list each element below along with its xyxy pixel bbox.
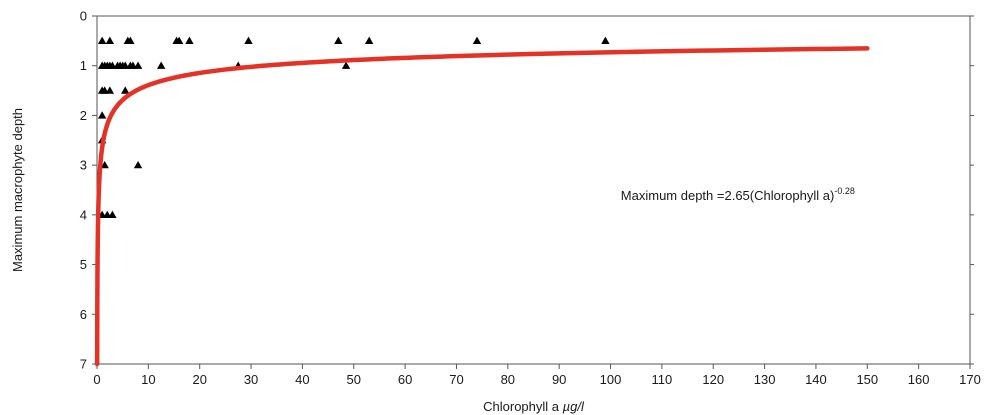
x-tick-label: 80 <box>501 372 515 387</box>
x-tick-label: 90 <box>552 372 566 387</box>
x-tick-label: 100 <box>600 372 622 387</box>
x-tick-label: 120 <box>702 372 724 387</box>
y-tick-label: 5 <box>80 257 87 272</box>
data-point <box>105 86 115 94</box>
y-tick-label: 6 <box>80 307 87 322</box>
data-points <box>97 36 610 219</box>
x-axis: 0 10 20 30 40 50 60 70 80 90 100 110 120 130 140 150 160… <box>93 364 981 387</box>
y-tick-label: 1 <box>80 58 87 73</box>
data-point <box>97 111 107 119</box>
x-tick-label: 140 <box>805 372 827 387</box>
data-point <box>156 61 166 69</box>
data-point <box>472 36 482 45</box>
x-tick-label: 40 <box>295 372 309 387</box>
data-point <box>185 36 194 45</box>
y-tick-label: 7 <box>80 357 87 372</box>
fit-equation-annotation: Maximum depth =2.65(Chlorophyll a)-0.28 <box>621 186 855 203</box>
data-point <box>105 36 115 45</box>
fit-curve <box>94 46 870 367</box>
x-tick-label: 0 <box>93 372 100 387</box>
x-axis-label: Chlorophyll a µg/l <box>483 399 585 414</box>
data-point <box>133 61 143 69</box>
x-tick-label: 160 <box>908 372 930 387</box>
x-tick-label: 70 <box>449 372 463 387</box>
data-point <box>364 36 374 45</box>
data-point <box>341 61 351 69</box>
x-tick-label: 30 <box>244 372 258 387</box>
x-tick-label: 110 <box>652 372 673 387</box>
y-tick-label: 4 <box>80 207 87 222</box>
x-tick-label: 50 <box>347 372 361 387</box>
y-axis: 0 1 2 3 4 5 6 7 <box>80 9 974 372</box>
y-tick-label: 3 <box>80 158 87 173</box>
x-tick-label: 20 <box>192 372 206 387</box>
x-tick-label: 60 <box>398 372 412 387</box>
y-axis-label: Maximum macrophyte depth <box>10 108 25 272</box>
data-point <box>108 210 117 219</box>
x-axis-label-main: Chlorophyll a <box>483 399 563 414</box>
data-point <box>133 160 143 169</box>
fit-equation-text: Maximum depth =2.65(Chlorophyll a) <box>621 188 835 203</box>
data-point <box>121 86 130 94</box>
x-axis-label-unit: µg/l <box>563 399 585 414</box>
x-tick-label: 150 <box>856 372 878 387</box>
x-tick-label: 170 <box>959 372 981 387</box>
data-point <box>100 160 109 169</box>
data-point <box>334 36 343 45</box>
data-point <box>601 36 610 45</box>
fit-equation-exponent: -0.28 <box>834 186 855 196</box>
x-tick-label: 130 <box>754 372 776 387</box>
x-tick-label: 10 <box>141 372 155 387</box>
y-tick-label: 2 <box>80 108 87 123</box>
data-point <box>97 36 107 45</box>
data-point <box>174 36 184 45</box>
data-point <box>126 36 135 45</box>
y-tick-label: 0 <box>80 9 87 24</box>
fit-curve-group <box>94 46 870 367</box>
data-point <box>244 36 253 45</box>
